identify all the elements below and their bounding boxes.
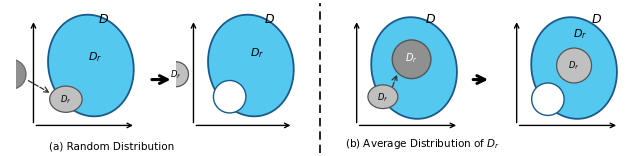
Ellipse shape	[208, 15, 294, 116]
Circle shape	[164, 62, 189, 87]
Text: $D_f$: $D_f$	[60, 94, 72, 106]
Text: $D$: $D$	[591, 13, 602, 26]
Text: $D_f$: $D_f$	[377, 91, 388, 104]
Text: $D$: $D$	[425, 13, 436, 26]
Text: (b) Average Distribution of $D_r$: (b) Average Distribution of $D_r$	[345, 137, 500, 151]
Text: (a) Random Distribution: (a) Random Distribution	[49, 141, 175, 151]
Circle shape	[0, 59, 26, 89]
Text: $D$: $D$	[98, 13, 109, 26]
Circle shape	[214, 80, 246, 113]
Text: $D_r$: $D_r$	[250, 46, 264, 60]
Ellipse shape	[50, 86, 82, 112]
Circle shape	[392, 40, 431, 79]
Text: $D_f$: $D_f$	[568, 59, 580, 72]
Circle shape	[557, 48, 591, 83]
Ellipse shape	[531, 17, 617, 119]
Circle shape	[532, 83, 564, 115]
Text: $D_r$: $D_r$	[405, 51, 418, 65]
Text: $D_f$: $D_f$	[170, 69, 182, 81]
Ellipse shape	[368, 85, 398, 109]
Ellipse shape	[48, 15, 134, 116]
Ellipse shape	[371, 17, 457, 119]
Text: $D$: $D$	[264, 13, 275, 26]
Text: $D_r$: $D_r$	[573, 27, 588, 41]
Text: $D_r$: $D_r$	[88, 50, 102, 64]
